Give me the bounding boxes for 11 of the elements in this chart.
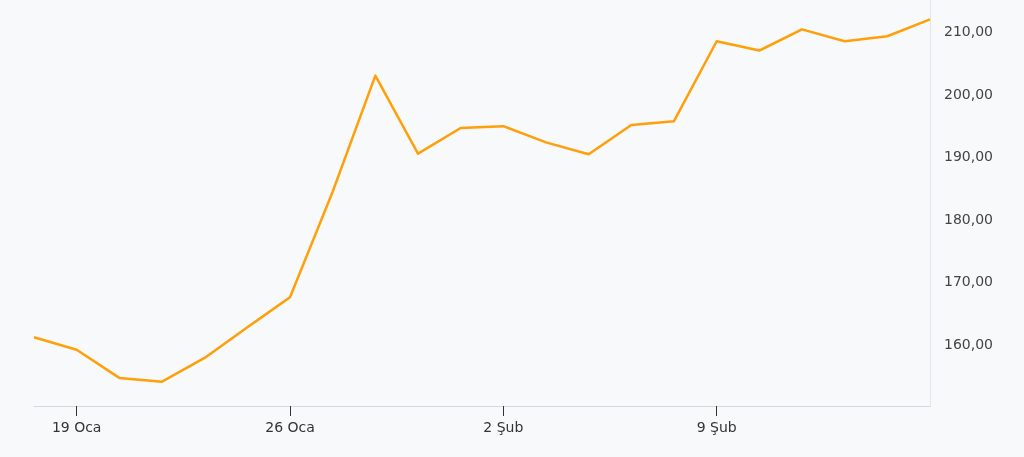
y-tick-label: 200,00 xyxy=(944,85,993,102)
x-tick-label: 19 Oca xyxy=(51,419,102,435)
x-tick-label: 26 Oca xyxy=(265,419,315,435)
y-tick-label: 190,00 xyxy=(944,148,993,165)
y-tick-label: 160,00 xyxy=(944,335,993,352)
y-tick-label: 170,00 xyxy=(944,273,993,290)
y-tick-label: 180,00 xyxy=(944,210,993,227)
x-tick-label: 2 Şub xyxy=(483,419,524,435)
line-series xyxy=(32,18,932,383)
x-tick-label: 9 Şub xyxy=(696,419,737,435)
y-tick-label: 210,00 xyxy=(944,23,993,40)
